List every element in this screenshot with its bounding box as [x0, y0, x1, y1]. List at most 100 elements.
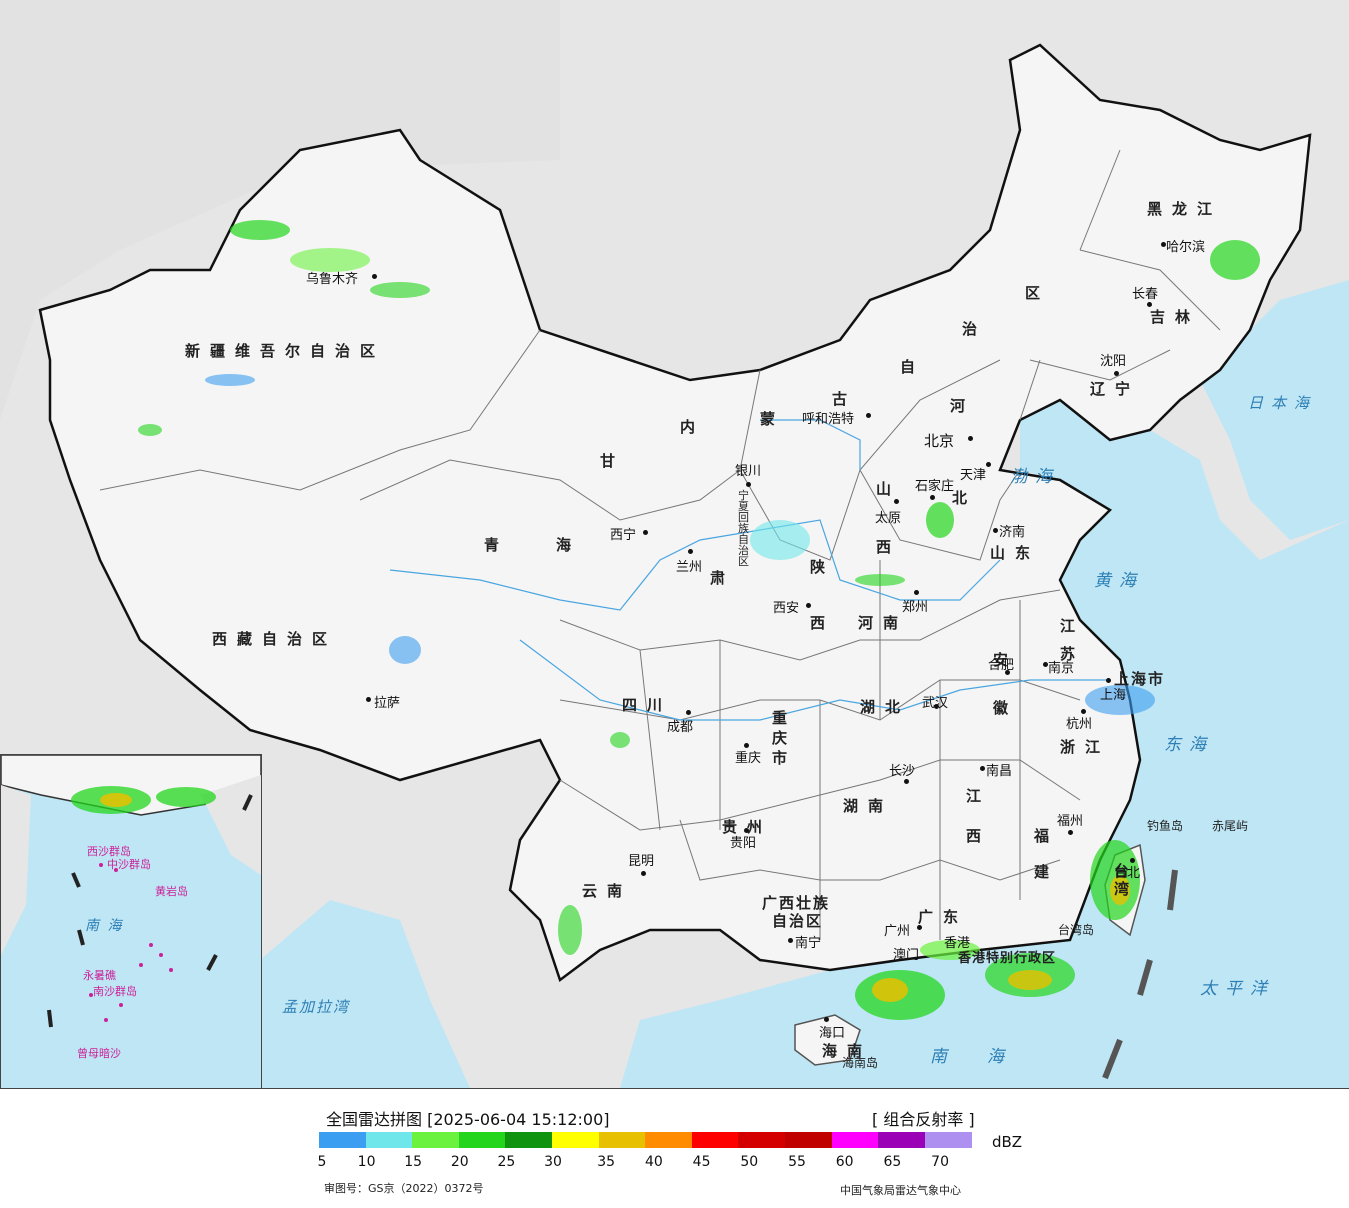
- color-swatch-2: [412, 1132, 460, 1148]
- color-swatch-0: [319, 1132, 366, 1148]
- inset-xisha: 西沙群岛: [87, 845, 131, 858]
- color-swatch-8: [691, 1132, 739, 1148]
- city-xian: 西安: [773, 601, 800, 616]
- inset-huangyan: 黄岩岛: [155, 885, 188, 898]
- province-liaoning: 辽宁: [1090, 380, 1141, 398]
- city-jinan: 济南: [999, 525, 1026, 540]
- city-chengdu: 成都: [667, 720, 694, 735]
- province-guizhou: 贵州: [722, 818, 773, 836]
- city-shijiazhuang: 石家庄: [915, 479, 955, 494]
- sea-bohai: 渤海: [1010, 467, 1060, 487]
- province-hebei-2: 北: [952, 489, 978, 507]
- city-hangzhou: 杭州: [1066, 717, 1093, 732]
- province-guangdong: 广东: [918, 908, 969, 926]
- tick-label-5: 30: [544, 1154, 562, 1170]
- city-guangzhou: 广州: [884, 924, 911, 939]
- city-kunming: 昆明: [628, 854, 655, 869]
- city-nanjing: 南京: [1048, 661, 1075, 676]
- approval-number: 审图号：GS京（2022）0372号: [324, 1182, 484, 1195]
- province-guangxi-1: 广西壮族: [762, 894, 831, 912]
- city-nanchang: 南昌: [986, 764, 1013, 779]
- city-hohhot: 呼和浩特: [802, 412, 855, 427]
- color-swatch-3: [458, 1132, 506, 1148]
- south-china-sea-inset: 南 海 西沙群岛 中沙群岛 黄岩岛 南沙群岛 永暑礁 曾母暗沙: [0, 754, 262, 1088]
- city-yinchuan: 银川: [735, 464, 762, 479]
- city-chongqing: 重庆: [735, 751, 762, 766]
- dash-line-marks: [1102, 869, 1178, 1080]
- province-xizang: 西藏自治区: [212, 630, 338, 648]
- color-swatch-11: [831, 1132, 879, 1148]
- province-hubei: 湖北: [860, 698, 911, 716]
- sea-taipingyang: 太平洋: [1200, 979, 1275, 999]
- province-henan: 河南: [858, 614, 909, 632]
- sea-mengjialawan: 孟加拉湾: [282, 998, 351, 1016]
- tick-label-11: 60: [835, 1154, 854, 1170]
- tick-label-12: 65: [883, 1154, 902, 1170]
- city-haikou: 海口: [819, 1026, 846, 1041]
- province-qinghai-1: 青: [484, 536, 510, 554]
- city-lanzhou: 兰州: [676, 560, 703, 575]
- tick-label-6: 35: [597, 1154, 616, 1170]
- city-hongkong: 香港: [944, 936, 971, 951]
- city-harbin: 哈尔滨: [1166, 240, 1206, 255]
- inset-zengmu: 曾母暗沙: [77, 1047, 121, 1060]
- province-jiangxi: 江西: [966, 787, 982, 845]
- legend-product: [ 组合反射率 ]: [872, 1110, 975, 1129]
- sea-donghai: 东海: [1164, 735, 1214, 755]
- province-shanghai: 上海市: [1114, 670, 1166, 688]
- tick-label-13: 70: [931, 1154, 949, 1170]
- province-yunnan: 云南: [582, 882, 633, 900]
- inset-sea-nanhai: 南 海: [85, 918, 124, 934]
- province-heilongjiang: 黑龙江: [1147, 200, 1223, 218]
- hainan-island: [794, 1014, 861, 1066]
- province-gansu-1: 甘: [600, 452, 626, 470]
- color-swatch-7: [645, 1132, 693, 1148]
- city-lhasa: 拉萨: [374, 696, 401, 711]
- color-swatch-10: [785, 1132, 832, 1148]
- tick-label-3: 20: [450, 1154, 469, 1170]
- sea-nanhai: 南海: [930, 1047, 1044, 1067]
- legend-unit: dBZ: [992, 1133, 1023, 1151]
- inset-svg: [1, 755, 261, 1028]
- province-neimenggu-4: 自: [900, 358, 926, 376]
- province-jilin: 吉林: [1150, 308, 1201, 326]
- city-guiyang: 贵阳: [730, 836, 757, 851]
- color-swatch-1: [365, 1132, 413, 1148]
- province-shaanxi-2: 西: [810, 614, 836, 632]
- city-shenyang: 沈阳: [1100, 354, 1127, 369]
- rivers: [389, 419, 1110, 721]
- label-diaoyu: 钓鱼岛: [1147, 819, 1184, 833]
- province-jiangsu: 江苏: [1060, 617, 1076, 663]
- sea-huanghai: 黄海: [1094, 571, 1144, 591]
- city-macao: 澳门: [893, 948, 920, 963]
- city-hefei: 合肥: [988, 658, 1015, 673]
- province-anhui: 安徽: [993, 651, 1009, 717]
- province-neimenggu-1: 内: [680, 418, 706, 436]
- north-neighbor-land: [0, 0, 560, 420]
- label-chiwei: 赤尾屿: [1212, 819, 1249, 833]
- color-swatch-13: [924, 1132, 972, 1148]
- tick-label-10: 55: [788, 1154, 806, 1170]
- radar-echoes: [138, 220, 1260, 1020]
- china-mainland: [38, 43, 1312, 983]
- city-xining: 西宁: [610, 528, 637, 543]
- province-qinghai-2: 海: [556, 536, 582, 554]
- province-neimenggu-3: 古: [832, 390, 858, 408]
- province-hainan: 海南: [822, 1042, 873, 1060]
- inset-zhongsha: 中沙群岛: [107, 858, 151, 871]
- map-area[interactable]: 新疆维吾尔自治区 西藏自治区 青 海 甘 肃 内 蒙 古 自 治 区 黑龙江 吉…: [0, 0, 1349, 1089]
- province-neimenggu-5: 治: [962, 320, 988, 338]
- province-guangxi-2: 自治区: [772, 912, 824, 930]
- color-swatch-5: [552, 1132, 599, 1148]
- province-xinjiang: 新疆维吾尔自治区: [185, 342, 386, 360]
- city-shanghai: 上海: [1100, 688, 1127, 703]
- province-boundaries: [99, 149, 1221, 940]
- tick-label-4: 25: [497, 1154, 516, 1170]
- province-sichuan: 四川: [622, 696, 673, 714]
- province-fujian: 福建: [1034, 827, 1050, 881]
- city-taiyuan: 太原: [875, 511, 902, 526]
- tick-label-1: 10: [357, 1154, 376, 1170]
- province-chongqing: 重庆市: [772, 709, 788, 767]
- east-sea-water: [620, 400, 1349, 1088]
